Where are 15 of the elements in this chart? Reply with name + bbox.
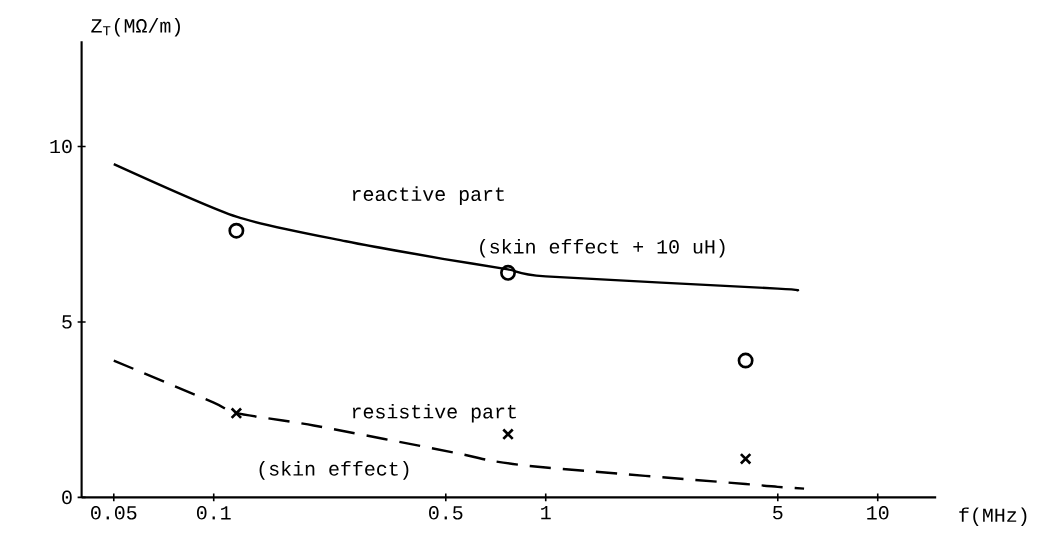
x-tick-label: 0.5 bbox=[429, 506, 463, 520]
x-axis-title: f(MHz) bbox=[959, 507, 1027, 526]
annotation: (skin effect + 10 uH) bbox=[480, 238, 725, 258]
x-tick-label: 10 bbox=[867, 506, 889, 520]
x-tick-label: 0.1 bbox=[196, 506, 231, 520]
x-tick-label: 1 bbox=[541, 506, 551, 520]
y-tick-label: 0 bbox=[62, 490, 72, 505]
y-axis-title: Z$_{T}$(MΩ/m) bbox=[91, 18, 180, 37]
x-tick-label: 5 bbox=[773, 506, 783, 520]
x-tick-label: 0.05 bbox=[91, 506, 137, 520]
y-tick-label: 10 bbox=[50, 139, 72, 154]
annotation: reactive part bbox=[352, 186, 504, 205]
annotation: (skin effect) bbox=[259, 461, 409, 480]
annotation: resistive part bbox=[352, 403, 516, 423]
y-tick-label: 5 bbox=[62, 315, 72, 329]
